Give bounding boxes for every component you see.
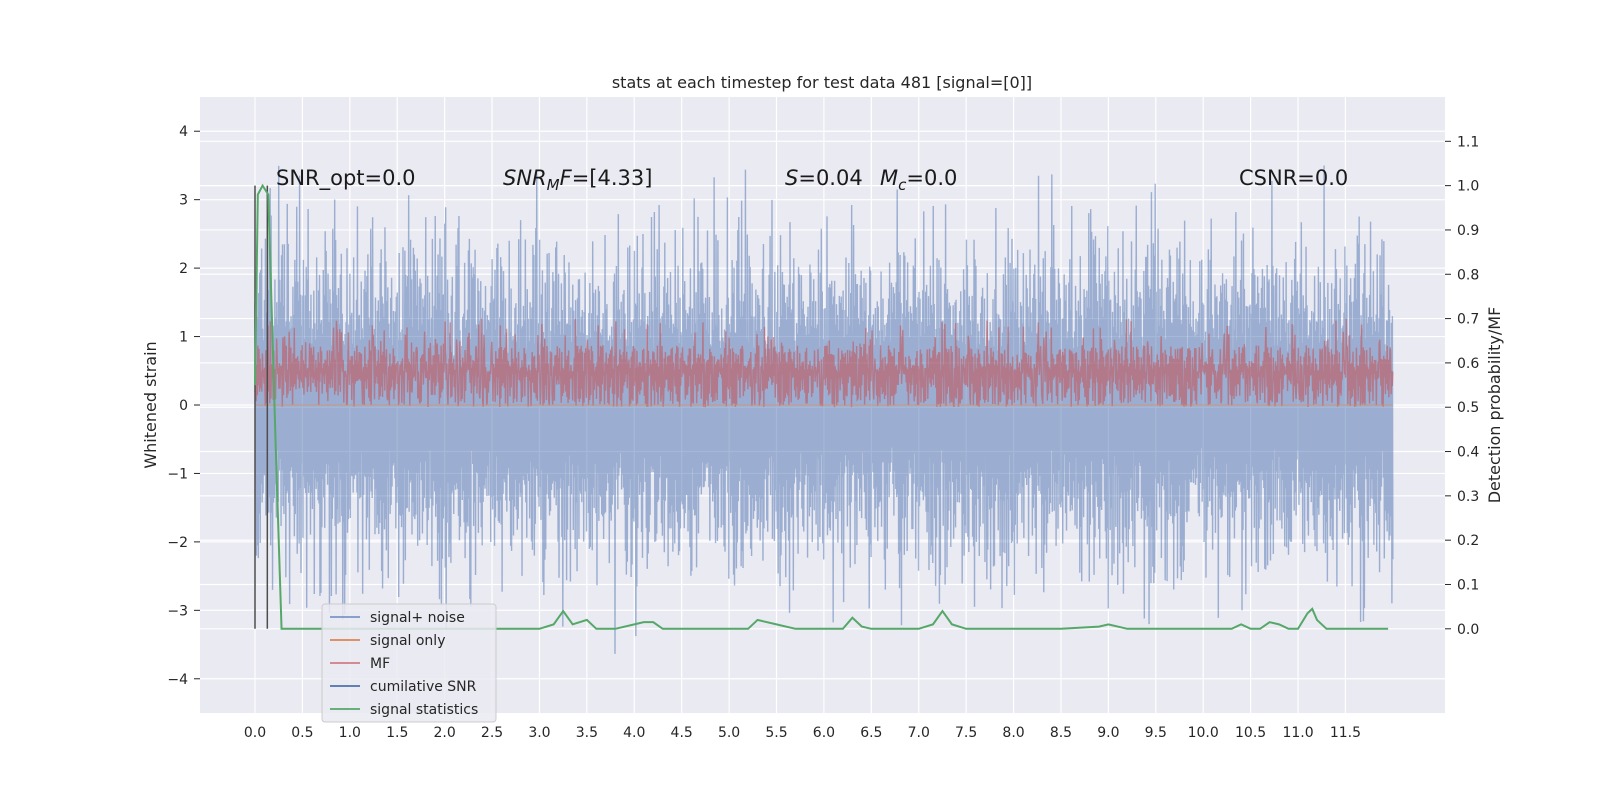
y-tick-label: 2 — [179, 261, 188, 277]
annotation-csnr: CSNR=0.0 — [1239, 166, 1348, 190]
legend-label: signal only — [370, 633, 445, 649]
x-axis-ticks: 0.0 0.5 1.0 1.5 2.0 2.5 3.0 3.5 4.0 4.5 5.0 5.5 6.0 6… — [244, 725, 1361, 741]
y2-tick-label: 0.1 — [1457, 577, 1479, 593]
snr-mf-sub: M — [547, 176, 560, 194]
legend-label: signal+ noise — [370, 610, 465, 626]
x-tick-label: 10.5 — [1235, 725, 1266, 741]
x-tick-label: 1.5 — [386, 725, 408, 741]
snr-mf-main: SNR — [503, 166, 547, 190]
y2-tick-label: 0.6 — [1457, 356, 1479, 372]
annotation-snr-opt: SNR_opt=0.0 — [276, 166, 416, 191]
mc-rest: =0.0 — [906, 166, 957, 190]
series-signal-noise — [254, 165, 1394, 654]
y-tick-label: 3 — [179, 193, 188, 209]
x-tick-label: 9.0 — [1097, 725, 1119, 741]
y2-tick-label: 1.1 — [1457, 134, 1479, 150]
x-tick-label: 11.0 — [1282, 725, 1313, 741]
x-tick-label: 11.5 — [1330, 725, 1361, 741]
x-tick-label: 4.0 — [623, 725, 645, 741]
y2-tick-label: 0.0 — [1457, 622, 1479, 638]
x-tick-label: 7.0 — [908, 725, 930, 741]
mc-sub: c — [898, 176, 907, 194]
y2-tick-label: 0.3 — [1457, 489, 1479, 505]
x-tick-label: 3.0 — [528, 725, 550, 741]
legend-box — [321, 603, 497, 723]
y-tick-label: 0 — [179, 398, 188, 414]
y2-tick-label: 0.4 — [1457, 445, 1479, 461]
y2-tick-label: 0.9 — [1457, 223, 1479, 239]
signal-noise-line — [254, 165, 1394, 654]
legend-label: MF — [370, 656, 390, 672]
y-tick-label: 1 — [179, 330, 188, 346]
x-tick-label: 2.0 — [434, 725, 456, 741]
snr-mf-rest: =[4.33] — [572, 166, 653, 190]
y-tick-label: −4 — [167, 672, 188, 688]
x-tick-label: 9.5 — [1145, 725, 1167, 741]
y-tick-label: −3 — [167, 603, 188, 619]
x-tick-label: 5.5 — [765, 725, 787, 741]
y-axis-ticks: −4 −3 −2 −1 0 1 2 3 4 — [167, 124, 200, 688]
legend-label: signal statistics — [370, 702, 478, 718]
x-tick-label: 3.5 — [576, 725, 598, 741]
y-tick-label: −1 — [167, 466, 188, 482]
y2-tick-label: 0.7 — [1457, 312, 1479, 328]
s-rest: =0.04 — [798, 166, 862, 190]
legend: signal+ noise signal only MF cumilative SNR… — [321, 603, 497, 723]
y-axis-title: Whitened strain — [141, 341, 160, 468]
annotation-mc: Mc=0.0 — [880, 166, 957, 194]
x-tick-label: 0.5 — [291, 725, 313, 741]
legend-label: cumilative SNR — [370, 679, 477, 695]
x-tick-label: 2.5 — [481, 725, 503, 741]
x-tick-label: 10.0 — [1188, 725, 1219, 741]
chart-title: stats at each timestep for test data 481… — [612, 73, 1032, 92]
y2-axis-title: Detection probability/MF — [1485, 307, 1504, 504]
mf-line — [254, 318, 1394, 408]
x-tick-label: 7.5 — [955, 725, 977, 741]
snr-mf-rest-f: F — [560, 166, 573, 190]
series-mf — [254, 318, 1394, 408]
s-main: S — [785, 166, 798, 190]
x-tick-label: 8.0 — [1002, 725, 1024, 741]
y2-tick-label: 0.2 — [1457, 533, 1479, 549]
x-tick-label: 8.5 — [1050, 725, 1072, 741]
y-tick-label: 4 — [179, 124, 188, 140]
x-tick-label: 4.5 — [671, 725, 693, 741]
x-tick-label: 5.0 — [718, 725, 740, 741]
marker-lines — [254, 185, 269, 629]
y-tick-label: −2 — [167, 535, 188, 551]
y2-tick-label: 0.8 — [1457, 267, 1479, 283]
y2-tick-label: 1.0 — [1457, 179, 1479, 195]
x-tick-label: 1.0 — [339, 725, 361, 741]
annotation-snr-mf: SNRMF=[4.33] — [503, 166, 652, 194]
x-tick-label: 0.0 — [244, 725, 266, 741]
x-tick-label: 6.0 — [813, 725, 835, 741]
y2-tick-label: 0.5 — [1457, 400, 1479, 416]
annotation-s: S=0.04 — [785, 166, 863, 190]
mc-main: M — [880, 166, 898, 190]
x-tick-label: 6.5 — [860, 725, 882, 741]
y2-axis-ticks: 0.0 0.1 0.2 0.3 0.4 0.5 0.6 0.7 0.8 0.9 1.0 1.1 — [1445, 134, 1479, 638]
